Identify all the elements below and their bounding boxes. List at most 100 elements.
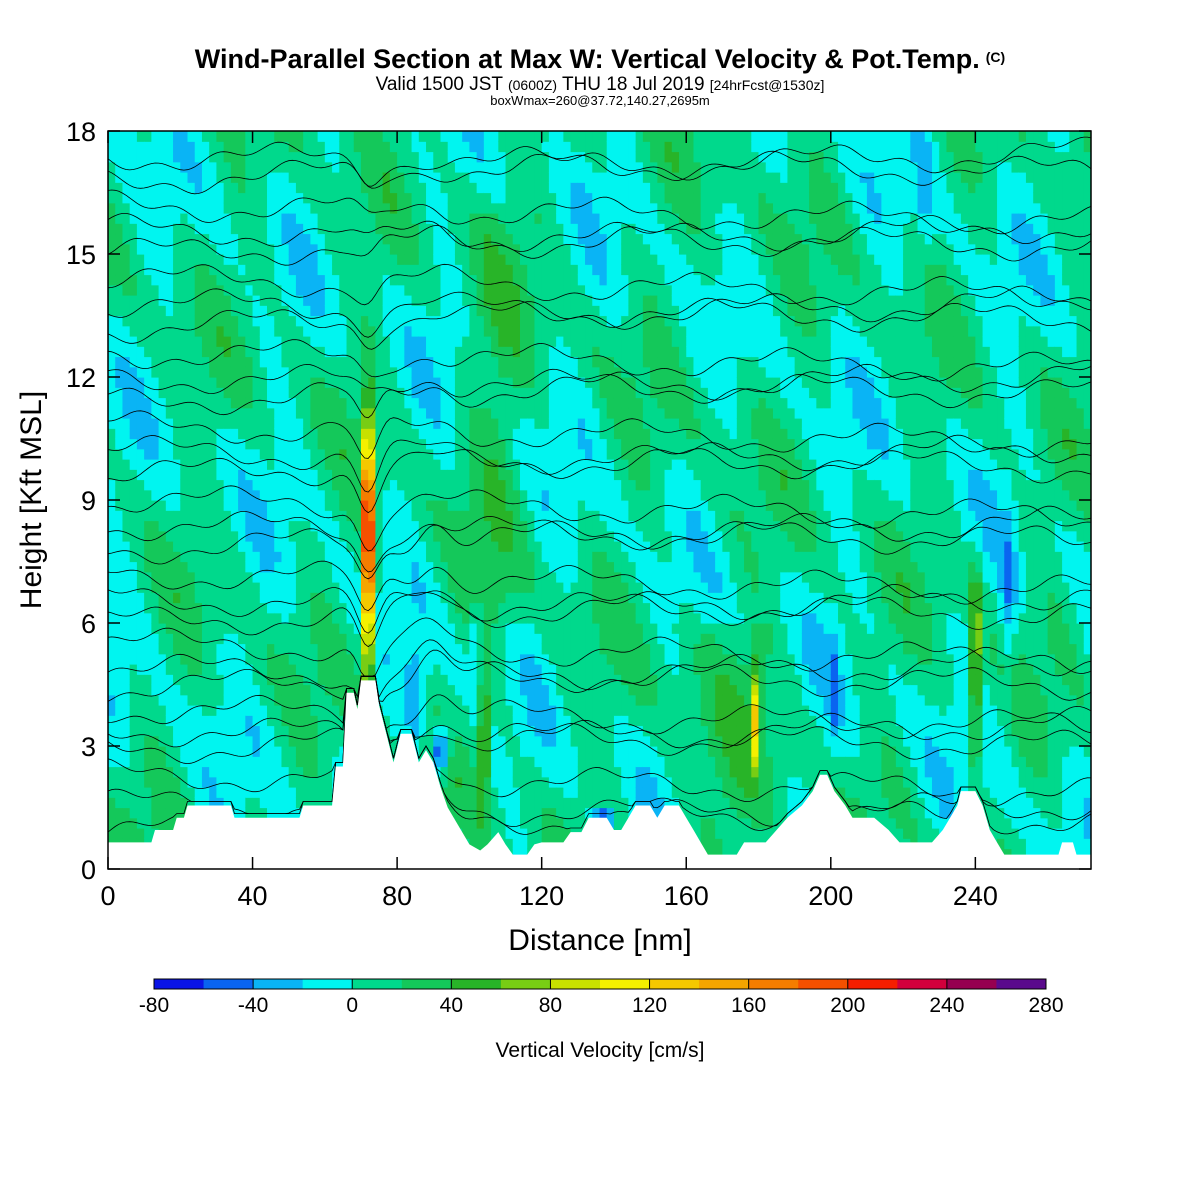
velocity-cell (498, 428, 507, 440)
velocity-cell (346, 397, 355, 409)
velocity-cell (230, 325, 239, 337)
velocity-cell (346, 653, 355, 665)
velocity-cell (426, 653, 434, 665)
velocity-cell (483, 151, 492, 163)
velocity-cell (498, 377, 507, 388)
velocity-cell (339, 571, 348, 583)
velocity-cell (592, 336, 601, 347)
velocity-cell (527, 438, 536, 450)
velocity-cell (259, 469, 268, 481)
velocity-cell (317, 592, 326, 604)
velocity-cell (274, 141, 283, 153)
velocity-cell (577, 254, 586, 265)
velocity-cell (216, 131, 225, 142)
velocity-cell (223, 192, 232, 204)
velocity-cell (563, 202, 572, 214)
velocity-cell (245, 520, 254, 532)
velocity-cell (541, 725, 550, 737)
velocity-cell (404, 684, 413, 696)
velocity-cell (541, 346, 550, 358)
velocity-cell (259, 807, 268, 819)
velocity-cell (165, 315, 174, 327)
velocity-cell (151, 161, 160, 173)
velocity-cell (556, 715, 564, 727)
velocity-cell (129, 325, 138, 337)
velocity-cell (375, 459, 384, 470)
velocity-cell (115, 746, 124, 757)
velocity-cell (462, 366, 470, 378)
velocity-cell (115, 725, 124, 737)
velocity-cell (563, 336, 572, 347)
velocity-cell (209, 592, 218, 604)
velocity-cell (165, 571, 174, 583)
velocity-cell (389, 561, 398, 573)
velocity-cell (165, 295, 174, 306)
velocity-cell (173, 213, 181, 224)
velocity-cell (274, 674, 283, 686)
velocity-cell (512, 653, 521, 665)
velocity-cell (418, 541, 427, 552)
velocity-cell (122, 418, 131, 429)
velocity-cell (483, 479, 492, 491)
velocity-cell (173, 776, 181, 788)
velocity-cell (433, 325, 442, 337)
velocity-cell (136, 305, 145, 317)
velocity-cell (469, 397, 478, 409)
velocity-cell (136, 787, 145, 798)
velocity-cell (267, 582, 275, 593)
velocity-cell (498, 397, 507, 409)
velocity-cell (585, 305, 593, 317)
velocity-cell (360, 356, 369, 368)
velocity-cell (187, 264, 196, 276)
velocity-cell (360, 284, 369, 296)
velocity-cell (592, 387, 601, 399)
velocity-cell (404, 438, 413, 450)
velocity-cell (252, 715, 261, 727)
velocity-cell (548, 797, 557, 809)
velocity-cell (483, 141, 492, 153)
velocity-cell (404, 469, 413, 481)
velocity-cell (570, 325, 579, 337)
velocity-cell (151, 674, 160, 686)
velocity-cell (592, 776, 601, 788)
velocity-cell (426, 243, 434, 255)
velocity-cell (454, 787, 463, 798)
velocity-cell (281, 387, 290, 399)
velocity-cell (216, 356, 225, 368)
velocity-cell (295, 530, 304, 542)
velocity-cell (454, 520, 463, 532)
velocity-cell (519, 469, 528, 481)
velocity-cell (201, 418, 210, 429)
velocity-cell (462, 643, 470, 655)
velocity-cell (238, 295, 246, 306)
velocity-cell (548, 397, 557, 409)
velocity-cell (238, 561, 246, 573)
velocity-cell (209, 633, 218, 645)
velocity-cell (592, 746, 601, 757)
velocity-cell (397, 325, 405, 337)
velocity-cell (238, 346, 246, 358)
velocity-cell (389, 448, 398, 460)
velocity-cell (339, 530, 348, 542)
velocity-cell (158, 797, 167, 809)
velocity-cell (592, 541, 601, 552)
velocity-cell (454, 746, 463, 757)
velocity-cell (411, 151, 420, 163)
velocity-cell (187, 612, 196, 624)
velocity-cell (397, 561, 405, 573)
velocity-cell (418, 705, 427, 716)
velocity-cell (440, 192, 449, 204)
velocity-cell (115, 397, 124, 409)
velocity-cell (527, 418, 536, 429)
velocity-cell (115, 274, 124, 286)
velocity-cell (418, 674, 427, 686)
velocity-cell (194, 766, 203, 778)
velocity-cell (122, 438, 131, 450)
velocity-cell (592, 366, 601, 378)
velocity-cell (144, 243, 152, 255)
velocity-cell (194, 633, 203, 645)
velocity-cell (577, 346, 586, 358)
velocity-cell (252, 254, 261, 265)
velocity-cell (469, 315, 478, 327)
velocity-cell (201, 233, 210, 245)
